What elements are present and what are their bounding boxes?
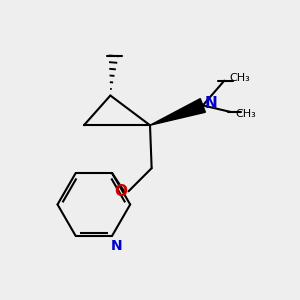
Text: CH₃: CH₃ bbox=[229, 73, 250, 83]
Text: O: O bbox=[114, 184, 127, 199]
Text: CH₃: CH₃ bbox=[236, 109, 256, 119]
Polygon shape bbox=[150, 99, 206, 125]
Text: N: N bbox=[111, 238, 123, 253]
Text: N: N bbox=[205, 96, 217, 111]
